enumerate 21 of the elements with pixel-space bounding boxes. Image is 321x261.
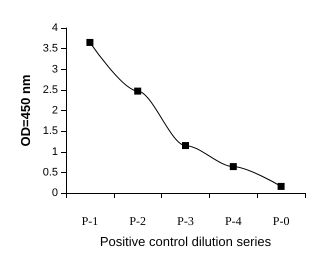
y-tick-label: 1.5 (42, 125, 58, 138)
x-tick-label: P-4 (224, 214, 242, 228)
x-tick-label: P-1 (82, 214, 98, 228)
y-tick-label: 1 (52, 146, 58, 158)
y-tick-label: 0.5 (42, 166, 58, 178)
point (86, 38, 94, 46)
y-tick-label: 2.5 (42, 84, 58, 96)
point (230, 163, 237, 170)
x-tick-label: P-0 (272, 214, 290, 228)
x-tick-label: P-3 (177, 214, 194, 228)
point (278, 182, 285, 190)
point (134, 88, 142, 95)
y-tick-label: 0 (52, 187, 58, 199)
y-tick-label: 2 (52, 104, 58, 116)
x-tick-label: P-2 (129, 214, 146, 228)
y-tick-label: 4 (52, 22, 58, 34)
y-tick-label: 3.5 (42, 42, 58, 55)
point (182, 142, 189, 150)
y-tick-label: 3 (52, 63, 58, 76)
x-axis-title: Positive control dilution series (100, 234, 272, 249)
y-axis-title: OD=450 nm (18, 74, 33, 146)
